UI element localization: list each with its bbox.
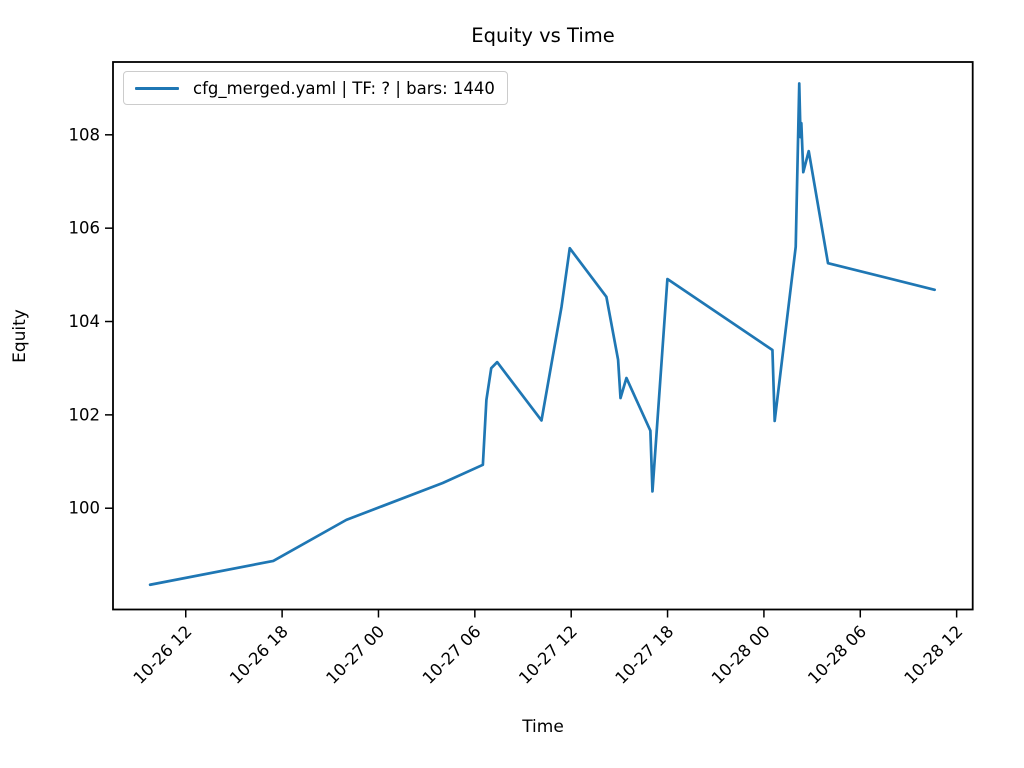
x-tick-label: 10-28 12 [901, 622, 967, 688]
x-tick-label: 10-27 18 [611, 622, 677, 688]
axes-frame [112, 61, 974, 611]
x-tick-label: 10-27 00 [322, 622, 388, 688]
x-tick-label: 10-26 12 [130, 622, 196, 688]
x-tick-label: 10-27 12 [515, 622, 581, 688]
legend-line-swatch [135, 86, 179, 90]
legend-box: cfg_merged.yaml | TF: ? | bars: 1440 [123, 71, 508, 105]
y-tick-label: 104 [69, 312, 101, 331]
x-axis-label: Time [522, 717, 564, 737]
x-tick-label: 10-26 18 [226, 622, 292, 688]
x-tick-label: 10-27 06 [419, 622, 485, 688]
equity-line [148, 82, 936, 587]
x-tick-label: 10-28 00 [708, 622, 774, 688]
chart-title: Equity vs Time [471, 24, 615, 47]
y-axis-label: Equity [10, 309, 30, 363]
legend-label: cfg_merged.yaml | TF: ? | bars: 1440 [193, 78, 495, 98]
y-tick-label: 108 [69, 125, 101, 144]
y-tick-label: 102 [69, 405, 101, 424]
y-tick-label: 106 [69, 219, 101, 238]
y-tick-label: 100 [69, 499, 101, 518]
x-tick-label: 10-28 06 [804, 622, 870, 688]
